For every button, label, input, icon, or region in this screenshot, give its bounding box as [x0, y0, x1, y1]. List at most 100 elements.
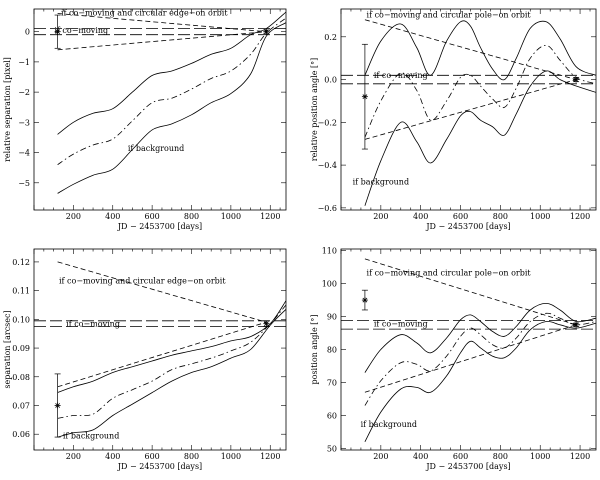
series-line-dashed — [364, 258, 577, 326]
y-tick-label: 0.2 — [324, 33, 337, 42]
x-tick-label: 1000 — [221, 452, 241, 461]
x-tick-label: 1000 — [530, 212, 550, 221]
series-line-dashed — [364, 19, 577, 80]
x-tick-label: 600 — [144, 212, 159, 221]
y-axis-label: separation [arcsec] — [3, 310, 12, 388]
data-layer — [341, 258, 596, 442]
x-tick-label: 400 — [105, 452, 120, 461]
data-point — [573, 321, 580, 328]
asterisk-marker — [362, 297, 368, 303]
series-line-dashdot — [57, 304, 286, 419]
annotation-label: if co−moving — [374, 319, 428, 328]
asterisk-marker — [263, 29, 269, 35]
data-point — [54, 14, 61, 49]
y-tick-label: −5 — [18, 179, 30, 188]
plot-frame — [33, 8, 287, 211]
series-line-solid — [364, 20, 596, 81]
y-tick-label: 0.07 — [12, 401, 30, 410]
y-tick-label: 0.11 — [12, 287, 30, 296]
data-point — [263, 28, 270, 35]
series-line-dashed — [57, 13, 267, 33]
x-tick-label: 200 — [373, 452, 388, 461]
y-tick-label: −0.4 — [318, 161, 337, 170]
x-tick-label: 800 — [184, 212, 199, 221]
y-tick-label: −3 — [18, 118, 30, 127]
annotation-label: if co−moving and circular pole−on orbit — [367, 11, 532, 20]
y-tick-label: −1 — [18, 58, 30, 67]
annotation-label: if background — [361, 420, 417, 429]
series-line-dashed — [57, 321, 267, 388]
data-layer — [34, 261, 286, 438]
data-point — [361, 43, 368, 150]
y-tick-label: −0.2 — [318, 118, 337, 127]
y-tick-label: −2 — [18, 88, 30, 97]
y-tick-label: 0.08 — [12, 373, 30, 382]
annotation-label: if co−moving and circular edge−on orbit — [59, 276, 226, 285]
y-axis-label: relative position angle [°] — [310, 58, 319, 161]
annotation-label: if co−moving — [374, 71, 428, 80]
series-line-solid — [57, 11, 286, 135]
x-tick-label: 400 — [413, 452, 428, 461]
y-tick-label: 90 — [327, 313, 337, 322]
series-line-dashed — [57, 261, 267, 323]
y-tick-label: 110 — [322, 247, 337, 256]
y-tick-label: 0.12 — [12, 258, 30, 267]
plot-frame — [340, 8, 597, 211]
x-tick-label: 600 — [144, 452, 159, 461]
y-tick-label: 0.06 — [12, 430, 30, 439]
x-tick-label: 1200 — [260, 452, 280, 461]
asterisk-marker — [263, 321, 269, 327]
series-line-solid — [57, 300, 286, 393]
series-line-solid — [364, 320, 596, 442]
data-point — [361, 289, 368, 311]
series-line-solid — [364, 302, 596, 373]
y-axis-label: relative separation [pixel] — [3, 57, 12, 162]
y-tick-label: 0.10 — [12, 315, 30, 324]
annotation-label: if co−moving and circular edge−on orbit — [61, 9, 228, 18]
x-axis-label: JD − 2453700 [days] — [117, 462, 202, 471]
annotation-label: if co−moving — [66, 320, 120, 329]
y-tick-label: 0 — [25, 28, 30, 37]
annotation-label: if background — [63, 432, 119, 441]
data-point — [263, 320, 270, 327]
x-axis-label: JD − 2453700 [days] — [425, 222, 510, 231]
chart-panel-3: 200 400 600 800 1000 1200 0.06 0.07 0.08 0.09 0.10… — [3, 248, 287, 471]
y-tick-label: 0.0 — [324, 76, 337, 85]
x-tick-label: 1000 — [221, 212, 241, 221]
data-point — [573, 76, 580, 83]
x-tick-label: 800 — [493, 212, 508, 221]
series-line-solid — [364, 70, 596, 206]
annotation-label: if co−moving and circular pole−on orbit — [367, 268, 532, 277]
annotation-label: if background — [128, 144, 184, 153]
y-tick-label: 100 — [322, 280, 337, 289]
chart-panel-2: 200 400 600 800 1000 1200 −0.6 −0.4 −0.2 0.0 0.2 JD… — [310, 8, 597, 231]
data-layer — [341, 19, 596, 206]
x-tick-label: 200 — [66, 452, 81, 461]
x-tick-label: 1200 — [260, 212, 280, 221]
x-tick-label: 1200 — [570, 212, 590, 221]
asterisk-marker — [55, 403, 61, 408]
y-tick-label: 0.09 — [12, 344, 30, 353]
asterisk-marker — [573, 322, 579, 328]
y-tick-label: 60 — [327, 411, 337, 420]
series-line-dashed — [57, 31, 267, 51]
series-line-dashdot — [364, 312, 596, 406]
x-tick-label: 400 — [413, 212, 428, 221]
series-line-dashed — [364, 324, 577, 393]
x-tick-label: 800 — [493, 452, 508, 461]
data-layer — [34, 11, 286, 194]
asterisk-marker — [55, 29, 61, 35]
y-tick-label: 70 — [327, 378, 337, 387]
y-axis-label: position angle [°] — [310, 314, 319, 384]
series-line-solid — [57, 22, 286, 194]
x-tick-label: 1200 — [570, 452, 590, 461]
x-tick-label: 600 — [453, 212, 468, 221]
x-tick-label: 400 — [105, 212, 120, 221]
asterisk-marker — [362, 94, 368, 100]
x-tick-label: 200 — [66, 212, 81, 221]
x-tick-label: 600 — [453, 452, 468, 461]
y-tick-label: 80 — [327, 346, 337, 355]
x-tick-label: 800 — [184, 452, 199, 461]
series-line-dashed — [364, 79, 577, 140]
